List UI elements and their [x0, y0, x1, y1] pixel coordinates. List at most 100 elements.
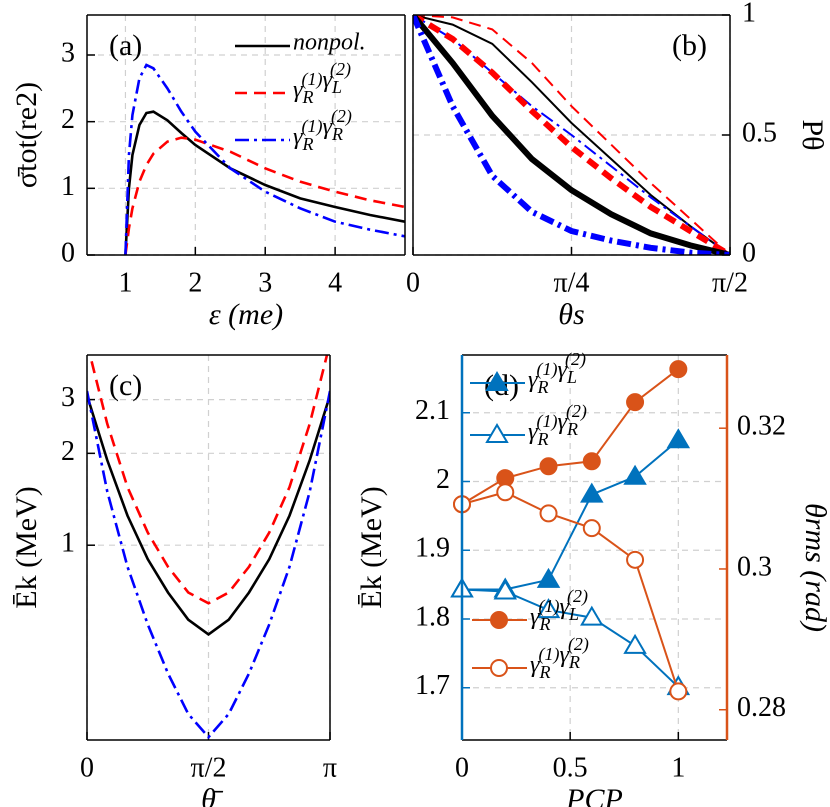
legend-text-part: R: [301, 87, 313, 107]
legend-text-part: (1): [538, 596, 559, 617]
marker: [623, 633, 647, 654]
marker: [580, 605, 604, 626]
legend-text-part: R: [538, 662, 550, 682]
legend-label: γR(1)γR(2): [293, 106, 352, 154]
panel-title: (a): [109, 29, 142, 62]
legend-label: γR(1)γL(2): [293, 59, 351, 107]
legend-label: γR(1)γR(2): [528, 401, 587, 449]
y-tick-label: 2: [61, 436, 75, 467]
y-tick-label: 1: [61, 528, 75, 559]
marker: [669, 360, 688, 379]
series-line: [413, 15, 730, 255]
y-tick-label: 2: [61, 104, 75, 135]
legend-text-part: γ: [322, 67, 332, 93]
legend-text-part: (1): [301, 116, 322, 137]
series-line: [462, 439, 679, 591]
legend-text-part: γ: [559, 642, 569, 668]
legend-text-part: γ: [528, 367, 538, 393]
legend-text-part: (1): [536, 411, 557, 432]
x-tick-label: 1: [671, 752, 685, 783]
series-line: [413, 15, 730, 255]
y-tick-label: 2.1: [415, 395, 450, 426]
marker: [539, 457, 558, 476]
series-line: [124, 110, 405, 255]
y-axis-label: Ēk (MeV): [355, 486, 388, 608]
y-tick-label: 1: [742, 0, 756, 28]
marker: [626, 393, 645, 412]
legend-label: nonpol.: [293, 30, 366, 56]
legend-text-part: L: [568, 604, 579, 624]
legend-text-part: L: [566, 367, 577, 387]
legend-text-part: (1): [301, 69, 322, 90]
legend-text-part: γ: [293, 77, 303, 103]
legend-text-part: γ: [559, 594, 569, 620]
y-tick-label: 1.7: [415, 670, 450, 701]
legend-text-part: (2): [566, 401, 587, 422]
y2-axis-label: θrms (rad): [799, 503, 830, 632]
panel-title: (b): [672, 29, 707, 62]
legend-text-part: (1): [536, 359, 557, 380]
series-line: [124, 63, 405, 255]
marker: [539, 504, 558, 523]
legend-text-part: γ: [528, 419, 538, 445]
x-tick-label: 0: [80, 752, 94, 783]
legend-text-part: (2): [567, 586, 588, 607]
x-axis-label: θ̄: [201, 783, 224, 807]
marker: [626, 550, 645, 569]
x-tick-label: 2: [188, 267, 202, 298]
legend-text-part: γ: [557, 409, 567, 435]
y-axis-label: σ̄tot(re2): [10, 82, 43, 188]
legend-text-part: γ: [557, 357, 567, 383]
x-tick-label: 1: [118, 267, 132, 298]
marker: [666, 428, 691, 449]
legend-marker: [490, 659, 508, 677]
y-tick-label: 1: [61, 171, 75, 202]
series-line: [124, 136, 405, 255]
x-axis-label: θs: [558, 298, 584, 331]
legend-text-part: R: [331, 124, 343, 144]
y-tick-label: 3: [61, 382, 75, 413]
y-tick-label: 0.5: [742, 117, 777, 148]
x-axis-label: PCP: [565, 783, 623, 807]
legend-text-part: (2): [565, 349, 586, 370]
legend-text-part: γ: [322, 114, 332, 140]
legend-text-part: γ: [293, 124, 303, 150]
x-tick-label: π/4: [554, 267, 590, 298]
y-tick-label: 2: [436, 464, 450, 495]
y-axis-label: Pθ: [796, 119, 829, 150]
y-tick-label: 3: [61, 37, 75, 68]
legend-text-part: R: [538, 614, 550, 634]
x-tick-label: 3: [258, 267, 272, 298]
x-tick-label: 4: [328, 267, 342, 298]
legend-text-part: (2): [331, 106, 352, 127]
legend-text-part: (2): [330, 59, 351, 80]
y-tick-label: 1.9: [415, 533, 450, 564]
legend-text-part: R: [536, 377, 548, 397]
marker: [669, 682, 688, 701]
legend-marker: [485, 423, 509, 443]
legend-text-part: γ: [530, 652, 540, 678]
y-axis-label: Ēk (MeV): [10, 486, 43, 608]
marker: [496, 483, 515, 502]
x-axis-label: ε (me): [209, 298, 283, 331]
series-line: [413, 15, 730, 255]
y-tick-label: 0: [742, 237, 756, 268]
y-tick-label: 0: [61, 237, 75, 268]
x-tick-label: 0.5: [553, 752, 588, 783]
marker: [582, 519, 601, 538]
legend-marker: [485, 371, 509, 391]
legend-text-part: L: [331, 77, 342, 97]
x-tick-label: 0: [455, 752, 469, 783]
series-line: [87, 390, 330, 740]
marker: [536, 567, 561, 588]
legend-label: γR(1)γL(2): [528, 349, 586, 397]
legend-text-part: (1): [538, 644, 559, 665]
x-tick-label: π: [323, 752, 337, 783]
x-tick-label: 0: [406, 267, 420, 298]
y2-tick-label: 0.28: [737, 692, 786, 723]
series-line: [88, 355, 329, 605]
marker: [493, 579, 518, 600]
legend-text-part: R: [566, 419, 578, 439]
x-tick-label: π/2: [191, 752, 227, 783]
